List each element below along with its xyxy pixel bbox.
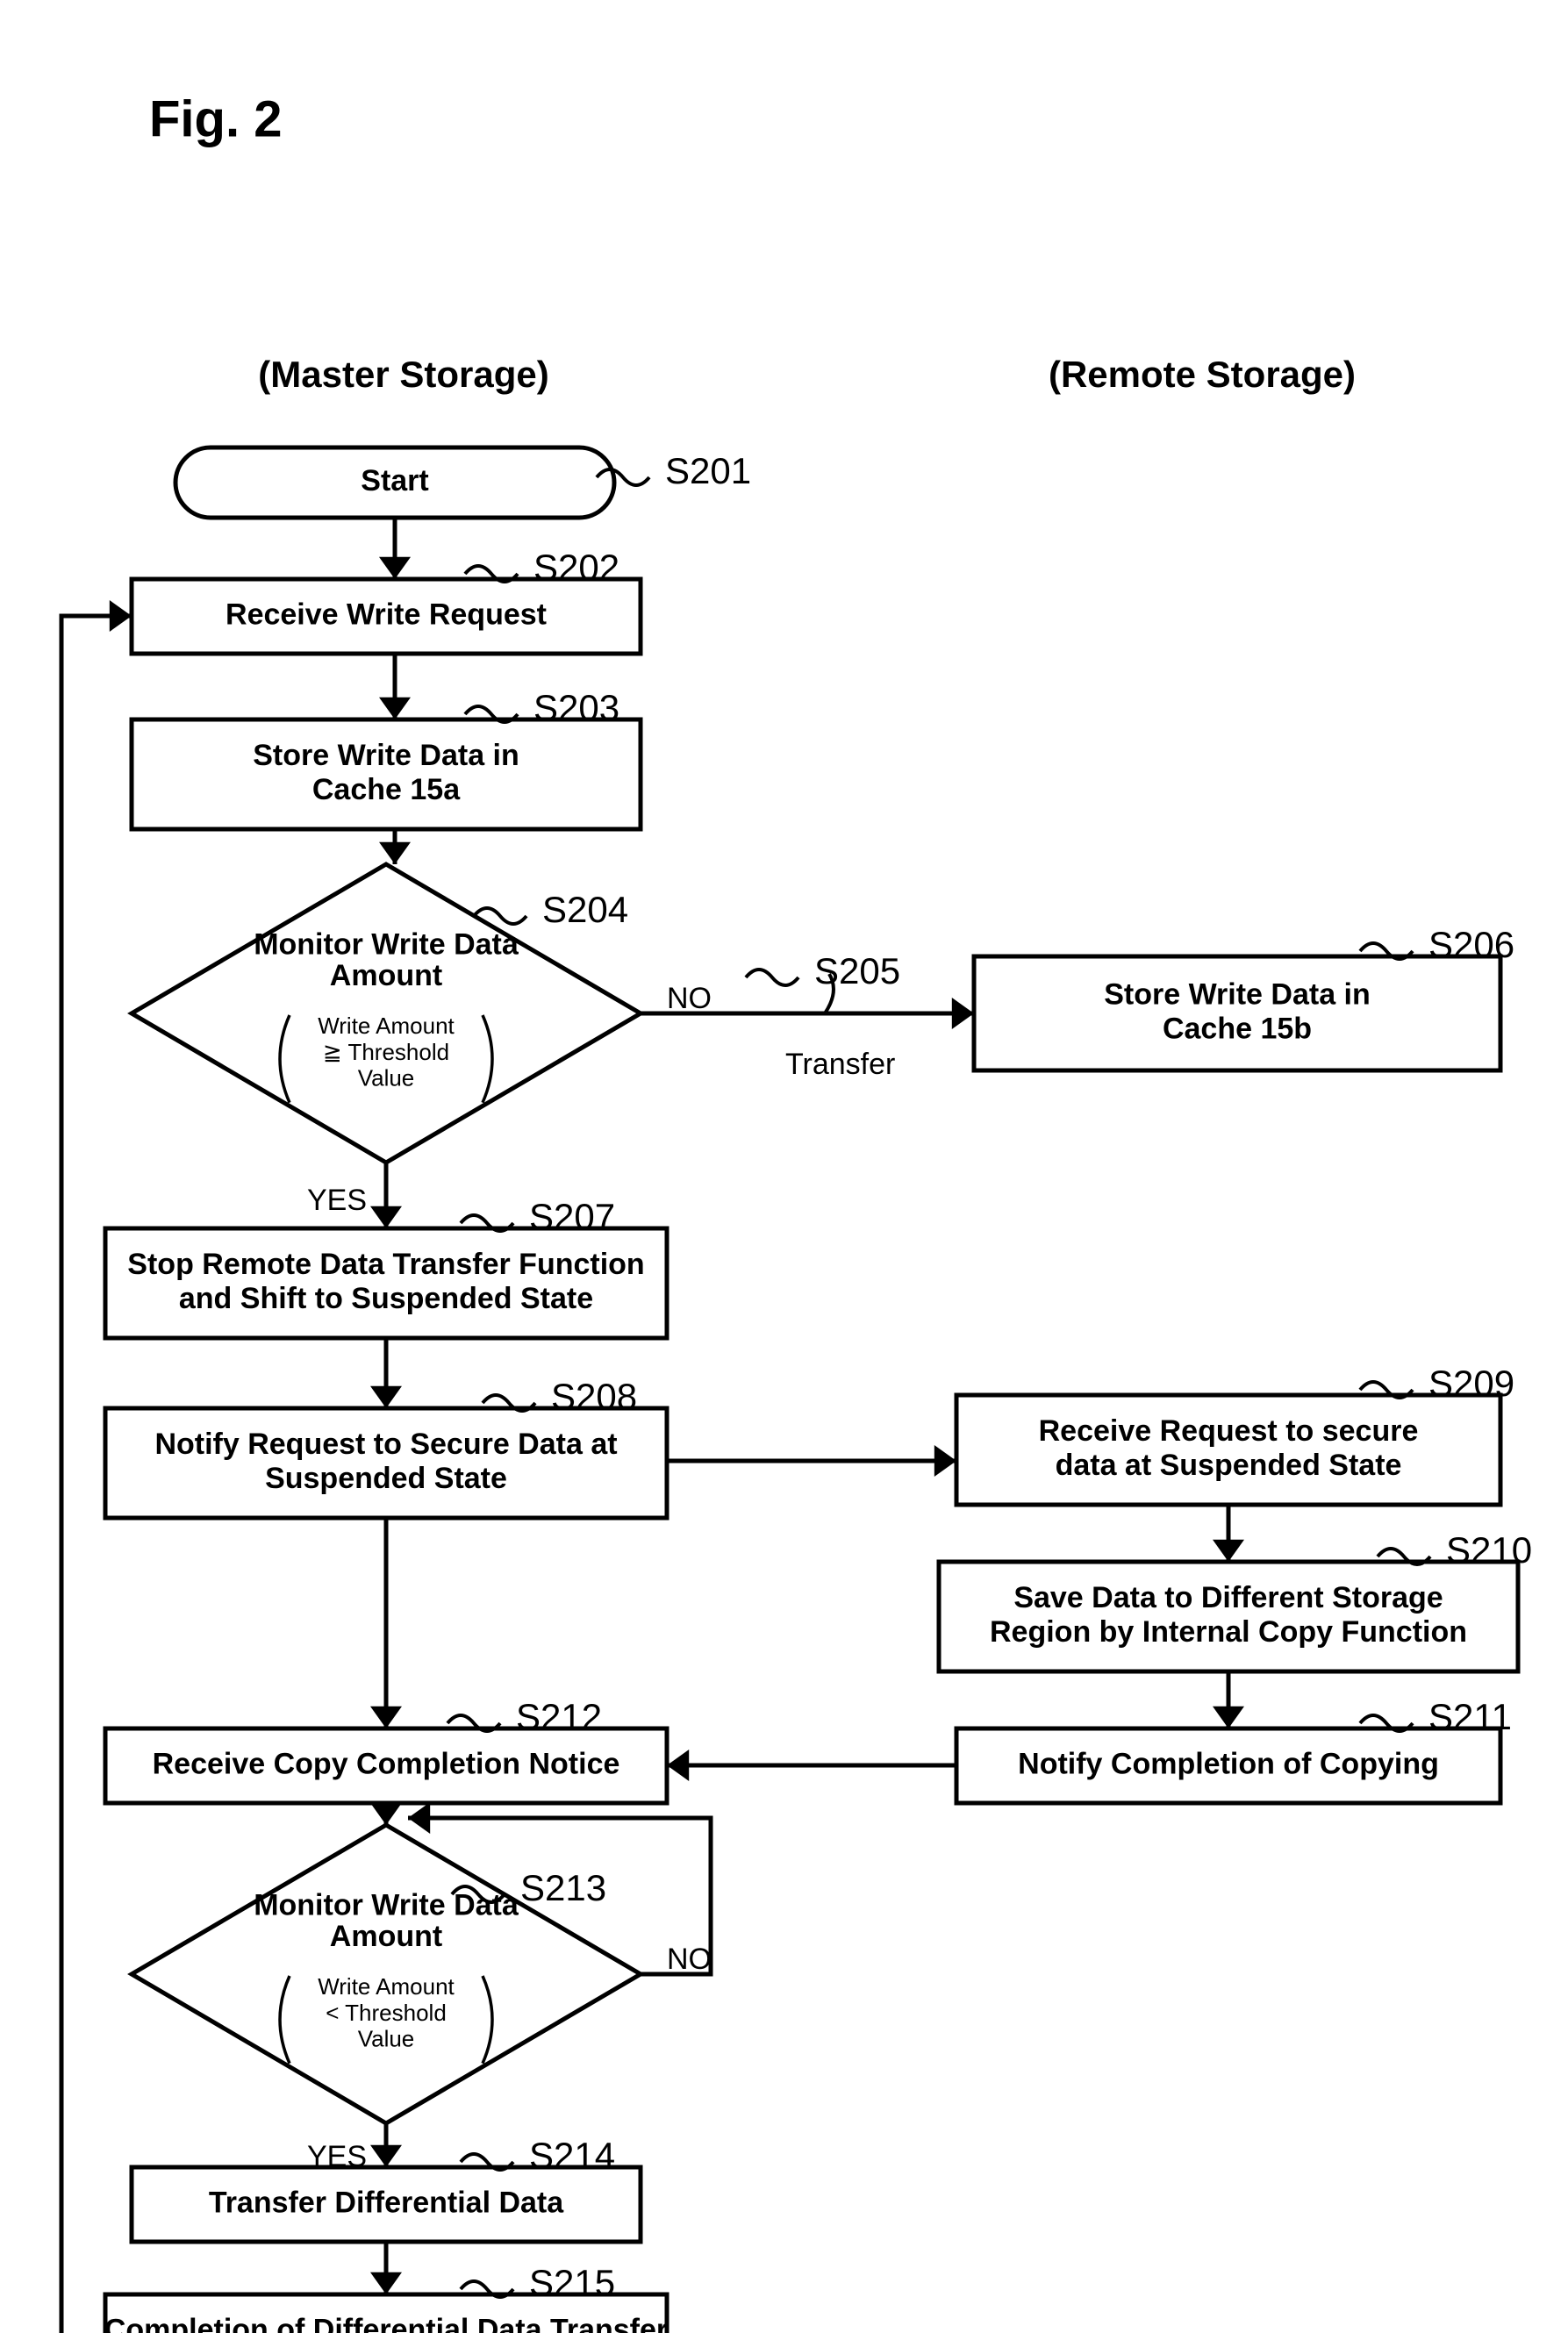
svg-text:Cache 15b: Cache 15b xyxy=(1163,1013,1312,1046)
node-s214: Transfer Differential Data xyxy=(132,2167,641,2242)
svg-text:Store Write Data in: Store Write Data in xyxy=(1104,977,1371,1011)
node-s202: Receive Write Request xyxy=(132,579,641,654)
svg-text:(Remote Storage): (Remote Storage) xyxy=(1049,354,1356,395)
svg-text:Store Write Data in: Store Write Data in xyxy=(253,739,519,772)
svg-text:S204: S204 xyxy=(542,889,628,930)
svg-text:YES: YES xyxy=(307,1184,367,1217)
svg-text:S212: S212 xyxy=(516,1696,602,1737)
svg-text:Stop Remote Data Transfer Func: Stop Remote Data Transfer Function xyxy=(127,1248,644,1281)
svg-text:S209: S209 xyxy=(1428,1363,1514,1404)
svg-text:Amount: Amount xyxy=(330,959,442,992)
svg-text:S213: S213 xyxy=(520,1867,606,1908)
svg-text:S210: S210 xyxy=(1446,1529,1532,1571)
svg-text:S207: S207 xyxy=(529,1196,615,1237)
node-start: Start xyxy=(175,447,614,518)
svg-text:Notify Completion of Copying: Notify Completion of Copying xyxy=(1018,1747,1439,1780)
node-s203: Store Write Data inCache 15a xyxy=(132,719,641,829)
svg-text:S202: S202 xyxy=(533,547,619,588)
node-s206: Store Write Data inCache 15b xyxy=(974,956,1500,1070)
svg-text:Fig. 2: Fig. 2 xyxy=(149,90,282,147)
node-s211: Notify Completion of Copying xyxy=(956,1728,1500,1803)
svg-text:Suspended State: Suspended State xyxy=(265,1462,507,1495)
svg-text:Save Data to Different Storage: Save Data to Different Storage xyxy=(1013,1581,1443,1614)
svg-text:S203: S203 xyxy=(533,687,619,728)
svg-text:Value: Value xyxy=(358,1065,415,1091)
node-s212: Receive Copy Completion Notice xyxy=(105,1728,667,1803)
node-s208: Notify Request to Secure Data atSuspende… xyxy=(105,1408,667,1518)
svg-text:Amount: Amount xyxy=(330,1920,442,1953)
node-s210: Save Data to Different StorageRegion by … xyxy=(939,1562,1518,1671)
svg-text:≧ Threshold: ≧ Threshold xyxy=(323,1039,449,1065)
svg-text:NO: NO xyxy=(667,982,712,1015)
svg-text:NO: NO xyxy=(667,1943,712,1976)
svg-text:S205: S205 xyxy=(814,950,900,991)
svg-text:Start: Start xyxy=(361,464,428,497)
svg-text:Value: Value xyxy=(358,2026,415,2052)
node-s207: Stop Remote Data Transfer Functionand Sh… xyxy=(105,1228,667,1338)
svg-text:Transfer: Transfer xyxy=(785,1048,895,1081)
svg-text:S211: S211 xyxy=(1428,1696,1512,1737)
svg-text:Receive Request to secure: Receive Request to secure xyxy=(1039,1414,1419,1448)
svg-text:Region by Internal Copy Functi: Region by Internal Copy Function xyxy=(990,1615,1467,1649)
svg-text:and Shift to Suspended State: and Shift to Suspended State xyxy=(179,1282,593,1315)
svg-text:Receive Write Request: Receive Write Request xyxy=(226,598,547,631)
svg-text:(Master Storage): (Master Storage) xyxy=(258,354,548,395)
svg-text:Cache 15a: Cache 15a xyxy=(312,773,461,806)
svg-text:Monitor Write Data: Monitor Write Data xyxy=(254,927,519,961)
svg-text:Receive Copy Completion Notice: Receive Copy Completion Notice xyxy=(153,1747,620,1780)
svg-text:Write Amount: Write Amount xyxy=(318,1973,455,2000)
svg-text:S206: S206 xyxy=(1428,924,1514,965)
svg-text:S215: S215 xyxy=(529,2262,615,2303)
svg-text:data at Suspended State: data at Suspended State xyxy=(1056,1449,1402,1482)
svg-text:S214: S214 xyxy=(529,2135,615,2176)
svg-text:Transfer Differential Data: Transfer Differential Data xyxy=(209,2186,564,2219)
svg-text:S201: S201 xyxy=(665,450,751,491)
svg-text:S208: S208 xyxy=(551,1376,637,1417)
svg-text:Completion of Differential Dat: Completion of Differential Data Transfer xyxy=(104,2313,668,2333)
svg-text:Notify Request to Secure Data: Notify Request to Secure Data at xyxy=(154,1428,617,1461)
svg-text:Write Amount: Write Amount xyxy=(318,1013,455,1039)
svg-text:< Threshold: < Threshold xyxy=(326,2000,447,2026)
node-s209: Receive Request to securedata at Suspend… xyxy=(956,1395,1500,1505)
